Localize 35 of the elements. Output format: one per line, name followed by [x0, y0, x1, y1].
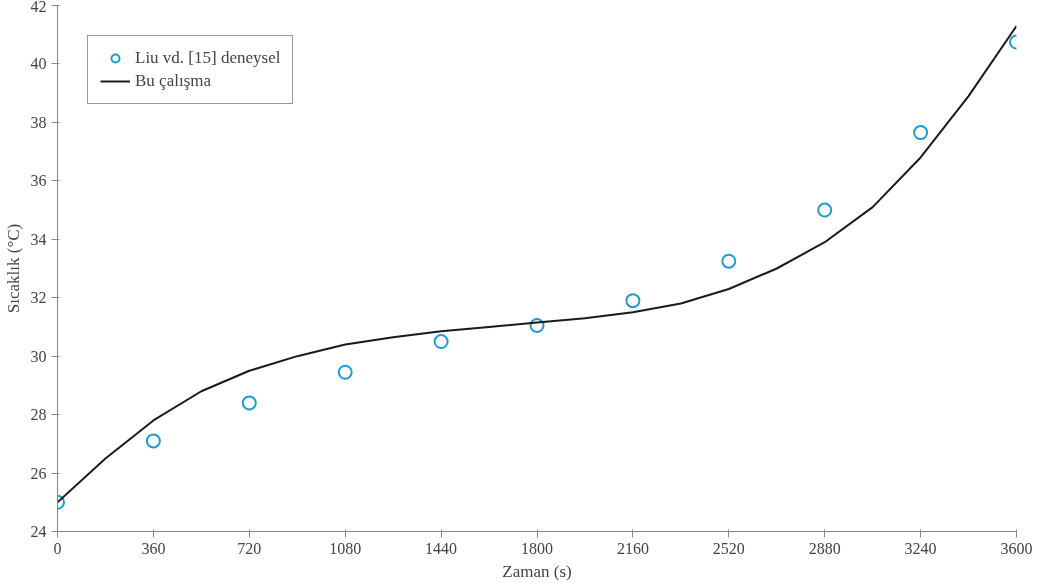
- point: [529, 318, 545, 333]
- x-axis-title: Zaman (s): [502, 561, 572, 581]
- x-tick-label: 2520: [712, 539, 745, 557]
- y-tick-label: 30: [30, 347, 47, 365]
- point: [145, 433, 161, 449]
- x-tick-label: 3600: [1000, 539, 1033, 557]
- y-tick-label: 40: [30, 55, 47, 73]
- point: [433, 334, 449, 350]
- y-tick-label: 24: [30, 523, 47, 540]
- point: [241, 395, 257, 411]
- y-tick-label: 28: [30, 406, 47, 424]
- y-tick-label: 38: [30, 113, 47, 131]
- point: [337, 364, 353, 380]
- y-tick-label: 26: [30, 464, 47, 482]
- x-tick-label: 3240: [904, 539, 937, 557]
- point: [817, 202, 833, 218]
- y-tick-label: 34: [30, 230, 47, 248]
- y-tick-label: 32: [30, 289, 47, 307]
- point: [721, 253, 737, 269]
- x-tick-label: 1800: [521, 539, 553, 557]
- x-tick-label: 2880: [808, 539, 841, 557]
- x-tick-label: 1440: [425, 539, 458, 557]
- x-tick-label: 360: [141, 539, 166, 557]
- point: [625, 293, 641, 309]
- y-tick-label: 36: [30, 172, 47, 190]
- x-tick-label: 2160: [616, 539, 649, 557]
- line-series: [57, 24, 1017, 504]
- x-tick-label: 1080: [329, 539, 362, 557]
- y-axis-title: Sıcaklık (°C): [3, 223, 23, 314]
- x-tick-label: 720: [237, 539, 262, 557]
- y-tick-label: 42: [30, 0, 47, 15]
- point: [913, 125, 929, 141]
- x-tick-label: 0: [53, 539, 62, 557]
- legend-label: Liu vd. [15] deneysel: [135, 48, 281, 68]
- legend-label: Bu çalışma: [135, 71, 212, 91]
